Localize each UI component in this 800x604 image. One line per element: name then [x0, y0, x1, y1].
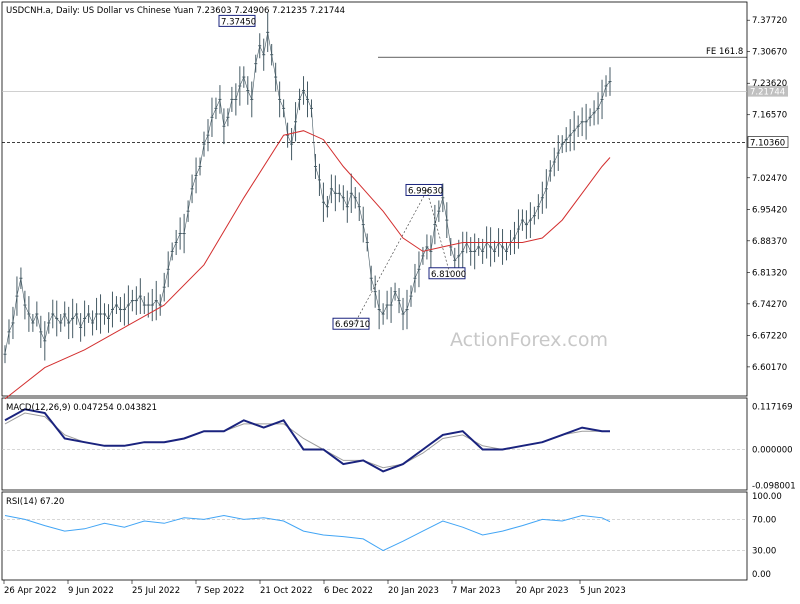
rsi-line: [4, 514, 611, 552]
macd-line: [4, 408, 610, 473]
price-axis-tick: 7.30670: [752, 48, 787, 58]
swing-projection-line: [354, 189, 451, 325]
price-annotation-box: [428, 267, 466, 280]
price-axis-tick: 7.02470: [752, 174, 787, 184]
support-tag-bg: [747, 136, 789, 148]
support-tag: 7.10360: [750, 139, 785, 149]
price-annotation-box: [332, 317, 370, 330]
x-axis-tick: 7 Mar 2023: [452, 586, 500, 596]
price-annotation: 6.81000: [431, 270, 466, 280]
price-annotation-box: [405, 183, 443, 196]
price-annotation: 6.69710: [335, 320, 370, 330]
price-panel-frame: [1, 1, 748, 397]
watermark-text: ActionForex.com: [450, 329, 608, 351]
price-axis-tick: 7.23620: [752, 79, 787, 89]
x-axis-tick: 5 Jun 2023: [580, 586, 626, 596]
price-axis-tick: 6.74270: [752, 300, 787, 310]
price-line: [4, 32, 611, 355]
price-annotation: 7.37450: [221, 17, 256, 27]
macd-axis-tick: 0.117169: [752, 403, 793, 413]
macd-signal-line: [4, 412, 610, 469]
x-axis-tick: 9 Jun 2022: [68, 586, 114, 596]
price-axis-tick: 6.67220: [752, 331, 787, 341]
macd-axis-tick: 0.000000: [752, 445, 793, 455]
macd-title: MACD(12,26,9) 0.047254 0.043821: [6, 403, 157, 413]
price-axis-tick: 6.88370: [752, 237, 787, 247]
x-axis-tick: 6 Dec 2022: [324, 586, 373, 596]
price-bar: [3, 345, 7, 364]
rsi-axis-tick: 30.00: [752, 547, 776, 557]
x-axis-tick: 7 Sep 2022: [196, 586, 244, 596]
price-axis-tick: 7.37720: [752, 16, 787, 26]
rsi-title: RSI(14) 67.20: [6, 497, 64, 507]
x-axis-tick: 25 Jul 2022: [132, 586, 180, 596]
rsi-axis-tick: 70.00: [752, 515, 776, 525]
price-annotation: 6.99630: [408, 186, 443, 196]
macd-panel-frame: [1, 397, 748, 491]
x-axis-tick: 20 Jan 2023: [388, 586, 439, 596]
x-axis-tick: 21 Oct 2022: [260, 586, 313, 596]
x-axis-tick: 20 Apr 2023: [516, 586, 569, 596]
price-axis-tick: 6.81320: [752, 268, 787, 278]
rsi-axis-tick: 0.00: [752, 570, 771, 580]
price-annotation-box: [218, 14, 256, 27]
x-axis-tick: 26 Apr 2022: [4, 586, 57, 596]
price-axis-tick: 6.60170: [752, 363, 787, 373]
rsi-panel-frame: [1, 491, 748, 581]
price-axis-tick: 6.95420: [752, 205, 787, 215]
moving-average-line: [4, 130, 611, 400]
rsi-axis-tick: 100.00: [752, 492, 782, 502]
price-axis-tick: 7.16570: [752, 111, 787, 121]
current-price-tag: 7.21744: [750, 88, 785, 98]
macd-axis-tick: -0.098001: [752, 481, 796, 491]
fe-level-label: FE 161.8: [706, 47, 743, 57]
current-price-tag-bg: [748, 85, 788, 97]
symbol-header: USDCNH.a, Daily: US Dollar vs Chinese Yu…: [6, 6, 345, 16]
